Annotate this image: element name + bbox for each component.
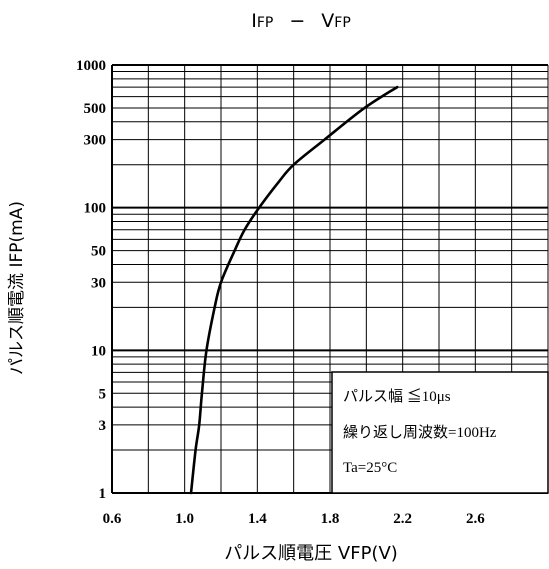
- annotation-line: パルス幅 ≦10μs: [343, 388, 451, 405]
- annotation-frame: [331, 371, 549, 494]
- title-subscript-1: FP: [257, 15, 274, 31]
- y-tick-label: 1000: [76, 58, 106, 74]
- title-separator: −: [289, 10, 305, 32]
- annotation-line: 繰り返し周波数=100Hz: [343, 424, 497, 441]
- x-tick-label: 1.4: [248, 511, 267, 527]
- x-tick-label: 0.6: [103, 511, 122, 527]
- y-tick-label: 1: [99, 486, 107, 502]
- title-quantity-1: I: [251, 10, 257, 32]
- annotation-box: パルス幅 ≦10μs 繰り返し周波数=100Hz Ta=25°C: [331, 371, 549, 494]
- title-subscript-2: FP: [334, 15, 351, 31]
- chart-title: IFP − VFP: [251, 10, 351, 32]
- y-tick-label: 10: [91, 343, 106, 359]
- y-tick-label: 500: [84, 101, 107, 117]
- x-tick-label: 2.2: [393, 511, 412, 527]
- y-tick-label: 300: [84, 133, 107, 149]
- x-axis-label: パルス順電圧 VFP(V): [224, 543, 398, 564]
- y-tick-label: 50: [91, 244, 106, 260]
- y-tick-label: 100: [84, 201, 107, 217]
- title-quantity-2: V: [321, 10, 334, 32]
- y-axis-label: パルス順電流 IFP(mA): [7, 201, 27, 375]
- annotation-line: Ta=25°C: [343, 460, 397, 476]
- series-line: [189, 85, 399, 495]
- x-tick-label: 1.8: [321, 511, 340, 527]
- y-tick-label: 5: [99, 386, 107, 402]
- y-tick-label: 3: [99, 418, 107, 434]
- x-tick-label: 1.0: [175, 511, 194, 527]
- series-layer: [189, 85, 399, 495]
- y-tick-label: 30: [91, 275, 106, 291]
- tick-labels: 1 3 5 10 30 50 100 300 500 1000 0.6 1.0 1.4 1.8 2.2 2.6: [76, 58, 485, 527]
- x-tick-label: 2.6: [466, 511, 485, 527]
